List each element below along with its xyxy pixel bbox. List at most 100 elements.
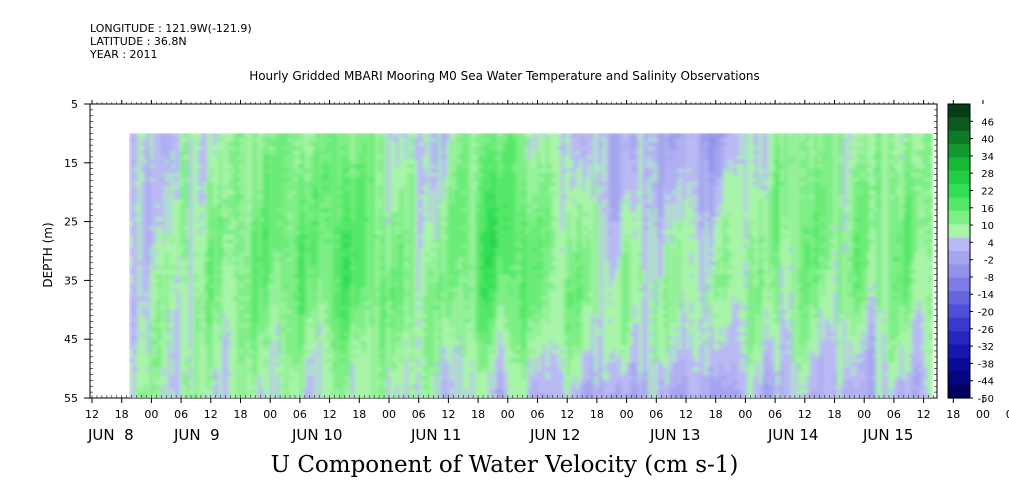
heatmap-cell: [306, 216, 310, 223]
heatmap-cell: [204, 340, 208, 346]
heatmap-cell: [333, 252, 337, 258]
heatmap-cell: [372, 384, 376, 390]
heatmap-cell: [288, 362, 292, 368]
heatmap-cell: [234, 309, 238, 315]
heatmap-cell: [354, 186, 358, 192]
heatmap-cell: [231, 252, 235, 258]
heatmap-cell: [141, 278, 145, 284]
heatmap-cell: [321, 212, 325, 218]
heatmap-cell: [234, 172, 238, 178]
heatmap-cell: [276, 243, 280, 249]
heatmap-cell: [150, 314, 154, 320]
heatmap-cell: [342, 292, 346, 298]
heatmap-cell: [252, 133, 256, 139]
heatmap-cell: [150, 186, 154, 192]
heatmap-cell: [363, 318, 367, 324]
heatmap-cell: [144, 314, 148, 320]
heatmap-cell: [225, 234, 229, 240]
heatmap-cell: [198, 287, 202, 293]
heatmap-cell: [321, 265, 325, 271]
heatmap-cell: [144, 190, 148, 196]
heatmap-cell: [300, 168, 304, 174]
heatmap-cell: [177, 256, 181, 262]
heatmap-cell: [234, 133, 238, 139]
heatmap-cell: [306, 283, 310, 289]
heatmap-cell: [264, 380, 268, 386]
heatmap-cell: [234, 150, 238, 156]
heatmap-cell: [243, 234, 247, 240]
heatmap-cell: [333, 362, 337, 368]
heatmap-cell: [213, 230, 217, 236]
heatmap-cell: [324, 243, 328, 249]
heatmap-cell: [273, 283, 277, 289]
heatmap-cell: [222, 172, 226, 178]
heatmap-cell: [141, 221, 145, 227]
heatmap-cell: [264, 278, 268, 284]
heatmap-cell: [333, 358, 337, 364]
heatmap-cell: [249, 181, 253, 187]
heatmap-cell: [234, 239, 238, 245]
heatmap-cell: [198, 203, 202, 209]
heatmap-cell: [360, 367, 364, 373]
heatmap-cell: [249, 150, 253, 156]
heatmap-cell: [180, 247, 184, 253]
heatmap-cell: [339, 371, 343, 377]
heatmap-cell: [165, 380, 169, 386]
heatmap-cell: [135, 362, 139, 368]
heatmap-cell: [228, 375, 232, 382]
heatmap-cell: [177, 203, 181, 209]
heatmap-cell: [273, 318, 277, 324]
heatmap-cell: [243, 212, 247, 218]
heatmap-cell: [369, 305, 373, 311]
heatmap-cell: [189, 331, 193, 337]
heatmap-cell: [315, 305, 319, 311]
heatmap-cell: [132, 230, 136, 236]
heatmap-cell: [219, 265, 223, 271]
heatmap-cell: [276, 225, 280, 231]
heatmap-cell: [327, 353, 331, 359]
heatmap-cell: [351, 256, 355, 262]
heatmap-cell: [186, 358, 190, 364]
heatmap-cell: [204, 159, 208, 165]
heatmap-cell: [351, 247, 355, 253]
heatmap-cell: [144, 349, 148, 355]
heatmap-cell: [210, 353, 214, 359]
heatmap-cell: [351, 269, 355, 276]
heatmap-cell: [255, 380, 259, 386]
heatmap-cell: [369, 252, 373, 258]
heatmap-cell: [276, 168, 280, 174]
heatmap-cell: [345, 384, 349, 390]
heatmap-cell: [300, 150, 304, 156]
heatmap-cell: [249, 375, 253, 382]
heatmap-cell: [246, 331, 250, 337]
heatmap-cell: [144, 146, 148, 152]
heatmap-cell: [198, 349, 202, 355]
heatmap-cell: [201, 225, 205, 231]
heatmap-cell: [261, 186, 265, 192]
heatmap-cell: [351, 322, 355, 329]
heatmap-cell: [255, 384, 259, 390]
heatmap-cell: [222, 155, 226, 161]
heatmap-cell: [264, 358, 268, 364]
heatmap-cell: [243, 309, 247, 315]
heatmap-cell: [237, 384, 241, 390]
heatmap-cell: [351, 340, 355, 346]
heatmap-cell: [258, 292, 262, 298]
heatmap-cell: [162, 389, 166, 395]
heatmap-cell: [153, 225, 157, 231]
heatmap-cell: [156, 309, 160, 315]
heatmap-cell: [240, 172, 244, 178]
heatmap-cell: [201, 186, 205, 192]
heatmap-cell: [162, 314, 166, 320]
heatmap-cell: [273, 269, 277, 276]
heatmap-cell: [132, 221, 136, 227]
heatmap-cell: [198, 318, 202, 324]
heatmap-cell: [303, 186, 307, 192]
heatmap-cell: [282, 221, 286, 227]
heatmap-cell: [255, 239, 259, 245]
heatmap-cell: [246, 327, 250, 333]
heatmap-cell: [294, 380, 298, 386]
heatmap-cell: [300, 375, 304, 382]
heatmap-cell: [258, 384, 262, 390]
heatmap-cell: [147, 137, 151, 143]
